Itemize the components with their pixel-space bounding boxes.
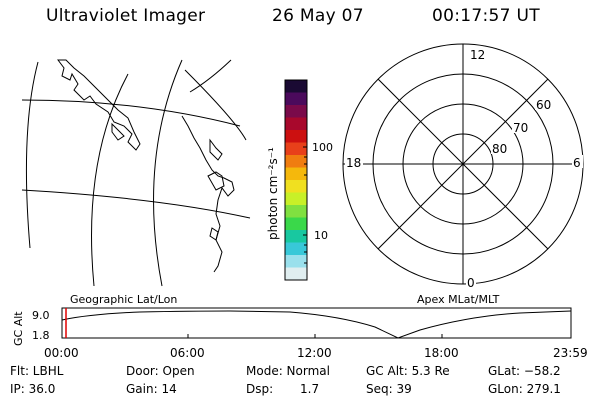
map-longitude-line bbox=[184, 69, 247, 141]
mlat-label-80: 80 bbox=[492, 142, 507, 156]
colorbar-tick-100: 100 bbox=[312, 141, 333, 154]
map-latitude-line bbox=[21, 189, 251, 219]
map-longitude-line bbox=[91, 73, 129, 287]
mlat-label-60: 60 bbox=[536, 98, 551, 112]
dsp-value: 1.7 bbox=[300, 382, 320, 396]
coastline-island bbox=[209, 227, 219, 241]
altitude-y-tick-1-8: 1.8 bbox=[32, 329, 50, 342]
mlt-label-0: 0 bbox=[467, 276, 475, 290]
colorbar-cell bbox=[285, 80, 307, 93]
colorbar-cell bbox=[285, 242, 307, 256]
altitude-y-tick-9: 9.0 bbox=[32, 309, 50, 322]
altitude-axis-label: GC Alt bbox=[12, 311, 25, 346]
altitude-x-ticks bbox=[187, 334, 443, 338]
colorbar-cell bbox=[285, 117, 307, 131]
time-tick-0000: 00:00 bbox=[44, 346, 79, 360]
time-tick-1200: 12:00 bbox=[297, 346, 332, 360]
colorbar-cell bbox=[285, 130, 307, 143]
time-label: 00:17:57 UT bbox=[432, 6, 540, 26]
colorbar-cell bbox=[285, 142, 307, 156]
colorbar-cell bbox=[285, 230, 307, 243]
door-readout: Door: Open bbox=[126, 364, 195, 378]
time-tick-2359: 23:59 bbox=[553, 346, 588, 360]
colorbar-ticks bbox=[303, 146, 307, 264]
ip-readout: IP: 36.0 bbox=[10, 382, 56, 396]
coastline-island bbox=[207, 171, 225, 191]
map-longitude-line bbox=[25, 61, 39, 249]
altitude-panel: Geographic Lat/Lon Apex MLat/MLT GC Alt … bbox=[12, 293, 588, 360]
coastline-island bbox=[209, 138, 223, 161]
instrument-title: Ultraviolet Imager bbox=[46, 6, 206, 26]
dsp-label: Dsp: bbox=[246, 382, 274, 396]
colorbar-cell bbox=[285, 205, 307, 218]
map-latitude-line bbox=[21, 99, 241, 127]
mlt-label-18: 18 bbox=[346, 156, 361, 170]
coastline-island bbox=[111, 122, 125, 141]
polar-diagonal bbox=[377, 78, 549, 250]
glat-readout: GLat: −58.2 bbox=[488, 364, 561, 378]
colorbar-cell bbox=[285, 217, 307, 231]
glon-readout: GLon: 279.1 bbox=[488, 382, 561, 396]
coastline-north bbox=[57, 59, 141, 151]
date-label: 26 May 07 bbox=[272, 6, 364, 26]
coastline-south bbox=[181, 115, 235, 273]
colorbar-cell bbox=[285, 92, 307, 106]
colorbar-cell bbox=[285, 180, 307, 193]
mlt-label-6: 6 bbox=[573, 156, 581, 170]
mlat-label-70: 70 bbox=[513, 121, 528, 135]
time-tick-0600: 06:00 bbox=[170, 346, 205, 360]
seq-readout: Seq: 39 bbox=[366, 382, 412, 396]
gc-alt-readout: GC Alt: 5.3 Re bbox=[366, 364, 450, 378]
polar-caption: Apex MLat/MLT bbox=[417, 293, 500, 306]
colorbar: 100 10 photon cm⁻²s⁻¹ bbox=[266, 79, 333, 281]
gain-readout: Gain: 14 bbox=[126, 382, 177, 396]
colorbar-frame bbox=[284, 79, 308, 281]
map-latitude-line bbox=[189, 59, 232, 93]
altitude-curve bbox=[61, 310, 572, 339]
mode-readout: Mode: Normal bbox=[246, 364, 330, 378]
colorbar-cell bbox=[285, 255, 307, 268]
colorbar-cell bbox=[285, 192, 307, 206]
colorbar-tick-10: 10 bbox=[314, 229, 328, 242]
colorbar-cell bbox=[285, 167, 307, 181]
polar-labels: 12 0 18 6 60 70 80 bbox=[345, 48, 583, 290]
colorbar-unit-label: photon cm⁻²s⁻¹ bbox=[266, 147, 280, 240]
geographic-map bbox=[21, 59, 251, 287]
map-caption: Geographic Lat/Lon bbox=[70, 293, 177, 306]
colorbar-cells bbox=[285, 80, 307, 281]
polar-plot bbox=[342, 43, 584, 285]
mlt-label-12: 12 bbox=[470, 48, 485, 62]
map-longitude-line bbox=[153, 59, 183, 287]
filter-readout: Flt: LBHL bbox=[10, 364, 64, 378]
colorbar-cell bbox=[285, 267, 307, 281]
time-tick-1800: 18:00 bbox=[424, 346, 459, 360]
altitude-frame bbox=[61, 307, 572, 339]
colorbar-cell bbox=[285, 155, 307, 168]
colorbar-cell bbox=[285, 105, 307, 118]
